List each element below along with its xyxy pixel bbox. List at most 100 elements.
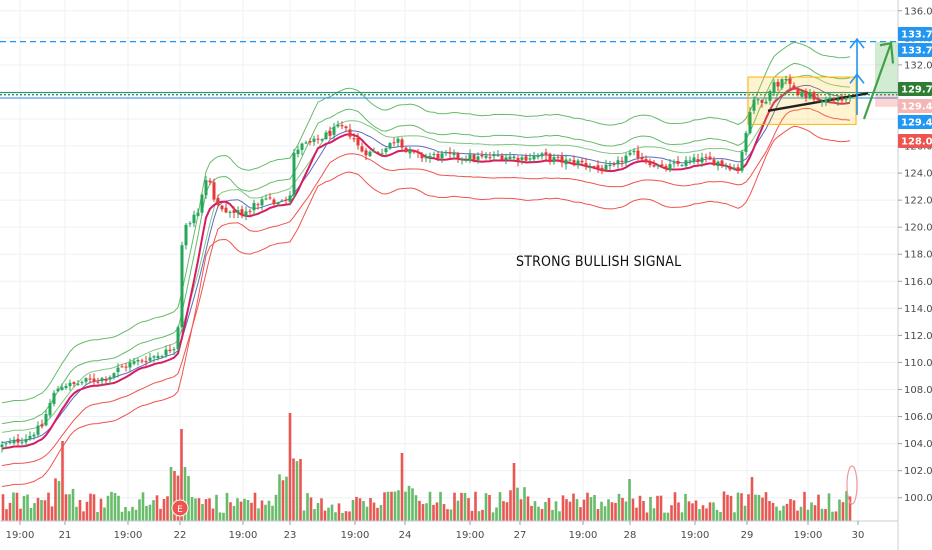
volume-bar xyxy=(302,510,306,521)
candle-body xyxy=(368,151,372,157)
volume-bar xyxy=(789,499,792,521)
candle-body xyxy=(768,91,772,101)
candle-body xyxy=(12,439,16,444)
price-tag: 129.46 xyxy=(898,115,932,129)
volume-bar xyxy=(327,507,330,521)
forecast-target-zone xyxy=(875,41,898,95)
volume-bar xyxy=(306,493,309,521)
candle-body xyxy=(348,129,352,137)
volume-bar xyxy=(428,491,432,521)
volume-bar xyxy=(246,499,250,521)
volume-bar xyxy=(36,497,40,521)
volume-bar xyxy=(687,501,691,521)
volume-bar xyxy=(236,498,239,521)
volume-bar xyxy=(120,511,124,521)
candle-body xyxy=(640,157,644,160)
candle-body xyxy=(792,85,796,89)
candle-body xyxy=(392,142,396,144)
volume-bar xyxy=(215,494,218,521)
volume-bar xyxy=(845,491,848,521)
candle-body xyxy=(316,138,320,140)
price-tag-label: 129.46 xyxy=(901,118,932,129)
candle-body xyxy=(840,99,844,101)
candle-body xyxy=(396,138,400,143)
volume-bar xyxy=(404,491,407,521)
candle-body xyxy=(216,198,220,205)
volume-bar xyxy=(736,492,740,521)
x-tick-label: 29 xyxy=(741,530,754,541)
volume-bar xyxy=(673,492,677,521)
y-tick-label: 122.00 xyxy=(904,196,932,207)
volume-bar xyxy=(610,502,614,521)
candle-body xyxy=(48,403,52,416)
candle-body xyxy=(180,245,184,328)
candle-body xyxy=(504,157,508,160)
volume-bar xyxy=(411,488,414,521)
volume-bar xyxy=(446,509,449,521)
volume-bar xyxy=(372,502,376,521)
candle-body xyxy=(460,158,464,160)
candle-body xyxy=(548,153,552,161)
volume-bar xyxy=(75,506,78,521)
volume-bar xyxy=(8,502,12,521)
volume-bar xyxy=(495,507,498,521)
volume-bar xyxy=(607,499,610,521)
volume-bar xyxy=(19,508,22,521)
candle-body xyxy=(300,143,304,150)
candle-body xyxy=(596,165,600,169)
volume-bar xyxy=(463,492,467,521)
y-tick-label: 120.00 xyxy=(904,223,932,234)
candle-body xyxy=(344,126,348,129)
candle-body xyxy=(456,153,460,159)
volume-bar xyxy=(467,498,470,521)
price-tag: 128.05 xyxy=(898,134,932,148)
candle-body xyxy=(576,160,580,166)
volume-bar xyxy=(292,458,295,521)
volume-bar xyxy=(204,499,208,521)
candle-body xyxy=(52,392,56,404)
volume-bar xyxy=(173,471,176,521)
volume-bar xyxy=(229,502,232,521)
candle-body xyxy=(532,155,536,160)
volume-bar xyxy=(351,499,355,521)
y-tick-label: 102.00 xyxy=(904,466,932,477)
volume-bar xyxy=(533,501,537,521)
volume-bar xyxy=(197,498,201,521)
candle-body xyxy=(144,361,148,363)
volume-bar xyxy=(159,508,162,521)
candle-body xyxy=(796,89,800,95)
candle-body xyxy=(736,167,740,171)
volume-bar xyxy=(208,498,211,521)
candle-body xyxy=(156,355,160,358)
volume-bar xyxy=(631,498,635,521)
candle-body xyxy=(172,349,176,351)
volume-bar xyxy=(299,458,302,521)
y-tick-label: 116.00 xyxy=(904,277,932,288)
volume-bar xyxy=(680,512,684,521)
volume-bar xyxy=(166,496,169,521)
volume-bar xyxy=(754,494,757,521)
volume-bar xyxy=(355,496,358,521)
candle-body xyxy=(376,152,380,154)
candle-body xyxy=(432,153,436,155)
candle-body xyxy=(716,161,720,167)
volume-bar xyxy=(12,492,15,521)
x-tick-label: 30 xyxy=(852,530,865,541)
volume-bar xyxy=(831,511,834,521)
candle-body xyxy=(220,205,224,210)
y-tick-label: 114.00 xyxy=(904,304,932,315)
volume-bar xyxy=(638,495,642,521)
candle-body xyxy=(800,91,804,97)
volume-bar xyxy=(362,501,365,521)
volume-bar xyxy=(432,504,435,521)
candle-body xyxy=(16,438,20,443)
candle-body xyxy=(40,424,44,427)
volume-bar xyxy=(810,502,813,521)
volume-bar xyxy=(148,504,152,521)
candle-body xyxy=(64,386,68,389)
volume-bar xyxy=(652,508,656,521)
volume-bar xyxy=(642,500,645,521)
volume-bar xyxy=(33,503,36,521)
candle-body xyxy=(584,163,588,166)
candle-body xyxy=(96,381,100,383)
